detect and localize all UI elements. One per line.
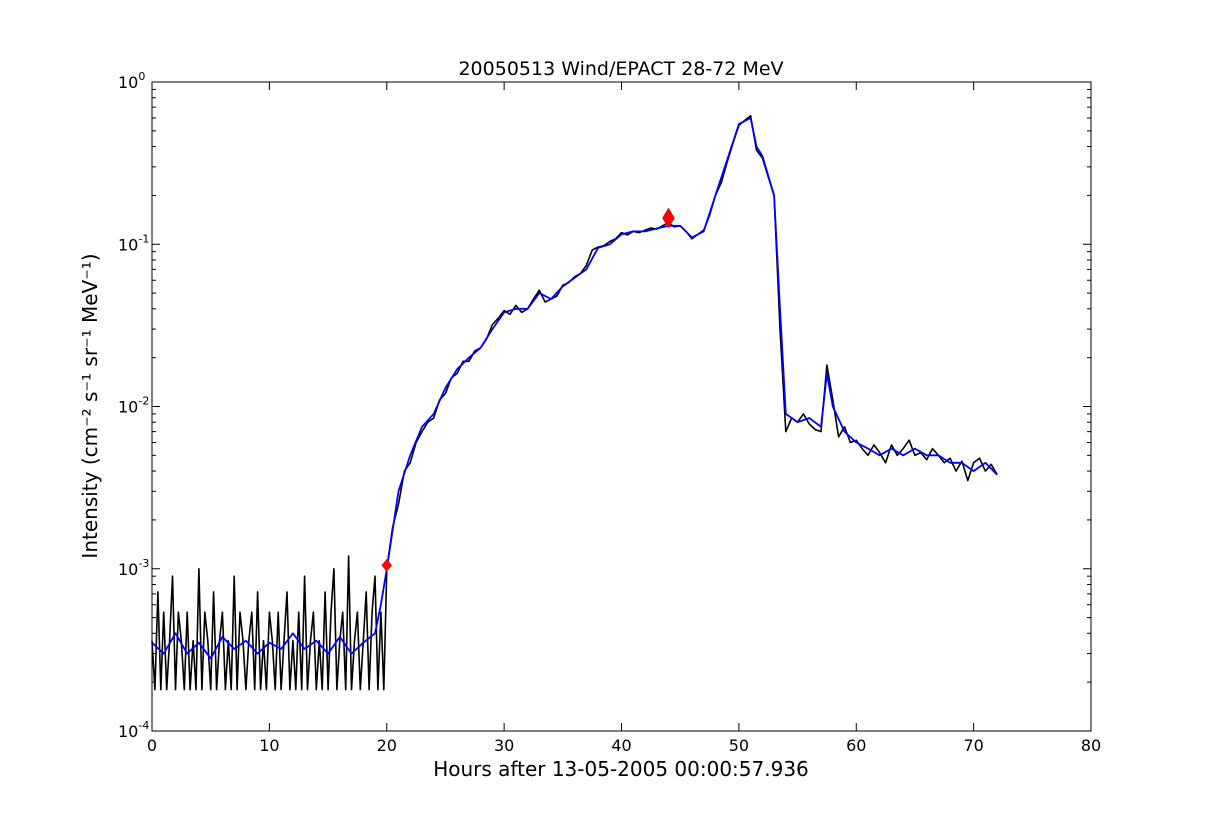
x-tick-label: 40 [611, 736, 631, 755]
plot-area: 0 10 20 30 40 50 60 70 80 10-4 10-3 10-2 10-1 100 [118, 70, 1101, 755]
y-tick-label: 10-3 [118, 557, 149, 579]
x-tick-label: 80 [1081, 736, 1101, 755]
smoothed-series-line [151, 117, 998, 660]
x-tick-label: 20 [377, 736, 397, 755]
y-tick-label: 10-1 [118, 232, 149, 254]
diamond-marker [662, 207, 675, 229]
x-axis-label: Hours after 13-05-2005 00:00:57.936 [433, 757, 809, 781]
chart-title: 20050513 Wind/EPACT 28-72 MeV [458, 58, 783, 80]
x-tick-label: 50 [729, 736, 749, 755]
x-tick-label: 0 [147, 736, 157, 755]
y-tick-label: 10-2 [118, 395, 149, 417]
x-tick-label: 70 [963, 736, 983, 755]
diamond-marker [381, 558, 393, 572]
x-tick-label: 60 [846, 736, 866, 755]
x-tick-label: 30 [494, 736, 514, 755]
y-axis-label: Intensity (cm⁻² s⁻¹ sr⁻¹ MeV⁻¹) [78, 253, 102, 558]
y-tick-label: 100 [118, 70, 145, 92]
y-tick-label: 10-4 [118, 719, 149, 741]
raw-series-line [151, 114, 998, 691]
x-tick-label: 10 [259, 736, 279, 755]
